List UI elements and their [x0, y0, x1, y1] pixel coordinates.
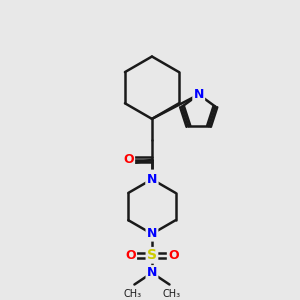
Text: CH₃: CH₃: [162, 290, 181, 299]
Text: N: N: [147, 266, 157, 279]
Text: CH₃: CH₃: [123, 290, 142, 299]
Text: S: S: [147, 248, 157, 262]
Text: N: N: [194, 88, 204, 101]
Text: N: N: [147, 227, 157, 240]
Text: O: O: [125, 249, 136, 262]
Text: O: O: [123, 153, 134, 166]
Text: O: O: [168, 249, 179, 262]
Text: N: N: [147, 171, 157, 184]
Text: N: N: [147, 173, 157, 186]
